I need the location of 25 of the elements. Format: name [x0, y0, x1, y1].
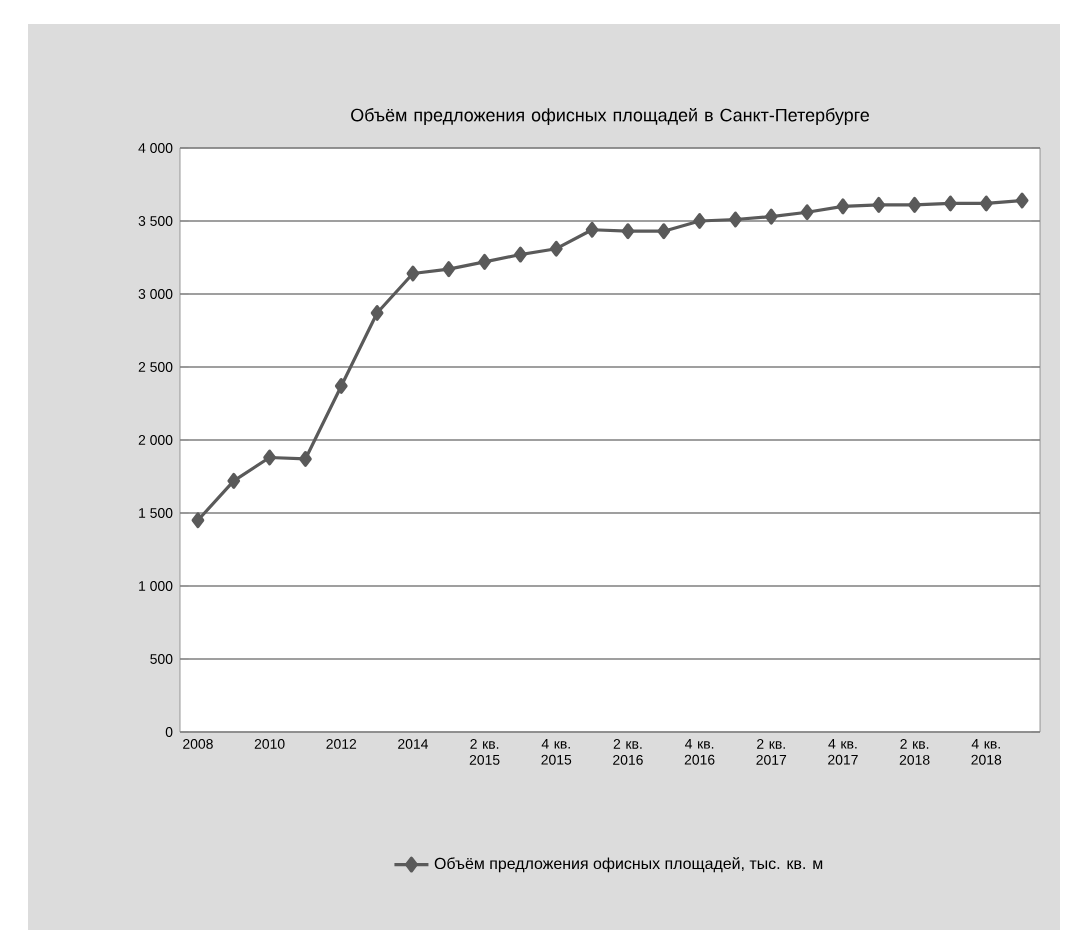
point	[800, 204, 814, 221]
point	[191, 512, 205, 529]
chart-title: Объём предложения офисных площадей в Санкт-Петербурге	[351, 107, 870, 125]
point	[478, 253, 491, 270]
point	[514, 246, 527, 263]
point	[836, 198, 850, 215]
point	[334, 377, 348, 394]
point	[549, 240, 563, 257]
point	[944, 195, 957, 212]
point	[299, 450, 312, 467]
point	[585, 221, 599, 238]
point	[657, 223, 671, 240]
point	[227, 472, 241, 489]
point	[872, 196, 886, 213]
point	[263, 449, 276, 466]
point	[442, 261, 456, 278]
point	[406, 265, 420, 282]
point	[729, 211, 742, 228]
point	[370, 304, 384, 321]
point	[908, 196, 921, 213]
point	[979, 195, 993, 212]
point	[621, 223, 635, 240]
point	[693, 213, 706, 229]
point	[764, 208, 778, 225]
point	[1015, 192, 1029, 209]
